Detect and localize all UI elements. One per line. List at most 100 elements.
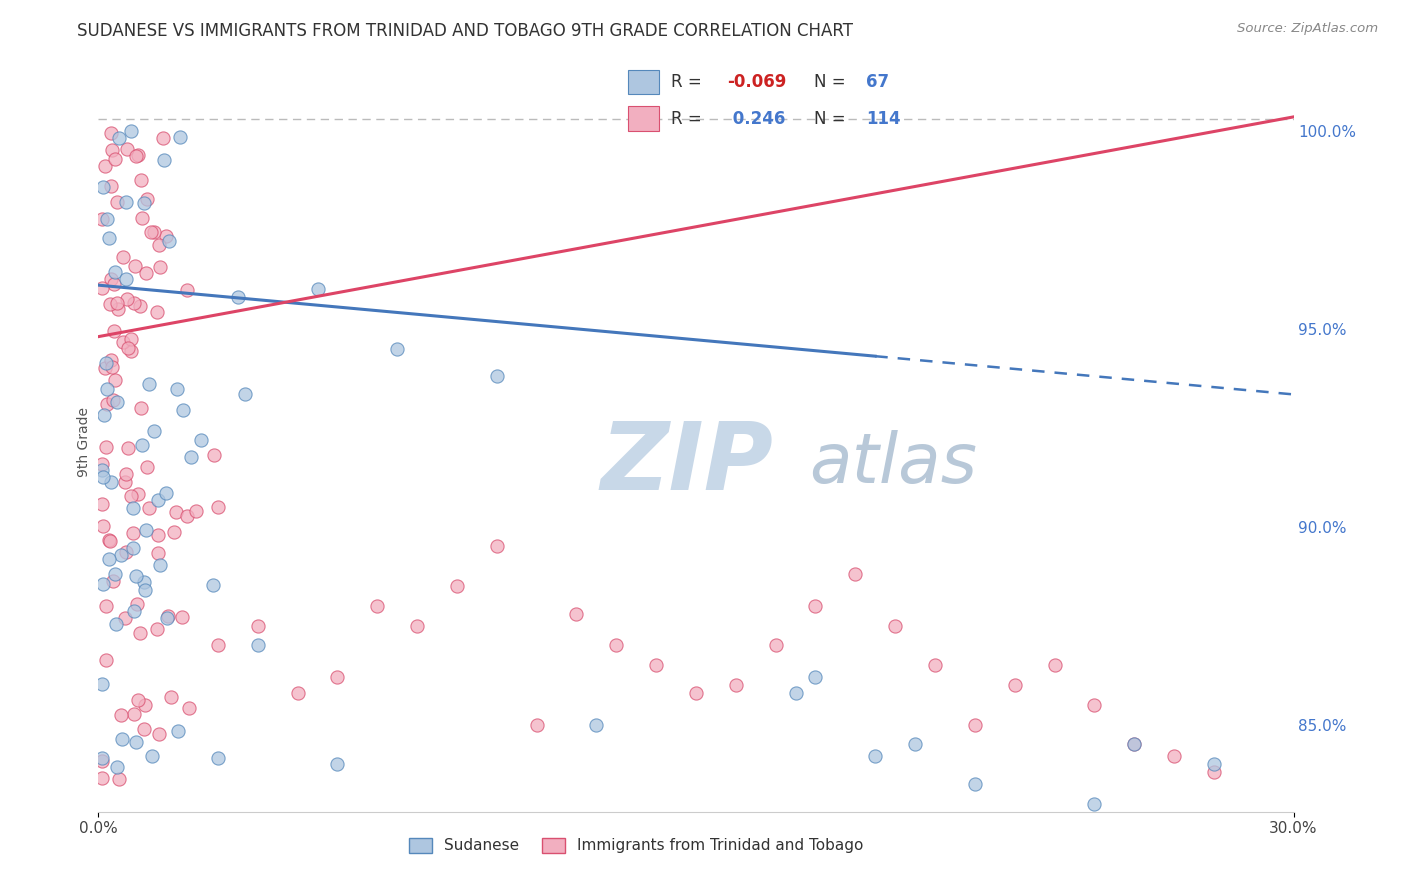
Point [91, 751, 114, 765]
Point [127, 148, 149, 162]
Point [91, 677, 114, 691]
Point [804, 599, 827, 613]
Point [724, 678, 747, 692]
Text: SUDANESE VS IMMIGRANTS FROM TRINIDAD AND TOBAGO 9TH GRADE CORRELATION CHART: SUDANESE VS IMMIGRANTS FROM TRINIDAD AND… [77, 22, 853, 40]
Point [169, 129, 191, 144]
Point [107, 296, 129, 310]
Point [165, 505, 187, 519]
Point [135, 266, 157, 280]
Point [148, 558, 170, 573]
Point [105, 760, 128, 774]
Point [115, 292, 138, 306]
Point [307, 282, 329, 296]
Point [157, 608, 180, 623]
Point [148, 527, 170, 541]
FancyBboxPatch shape [628, 106, 659, 130]
Point [963, 777, 986, 791]
Point [93, 519, 115, 533]
Point [844, 567, 866, 582]
Point [100, 475, 122, 490]
Point [963, 717, 986, 731]
Point [96, 653, 118, 667]
Point [125, 597, 148, 611]
Point [565, 607, 588, 621]
Point [446, 579, 468, 593]
Point [104, 616, 127, 631]
Point [149, 260, 172, 275]
Point [101, 574, 124, 588]
Point [485, 369, 508, 384]
Point [904, 738, 927, 752]
Point [156, 611, 179, 625]
Point [96, 397, 118, 411]
Point [115, 195, 138, 210]
Point [246, 618, 269, 632]
Point [114, 272, 136, 286]
Point [142, 424, 165, 438]
Point [246, 639, 269, 653]
Point [207, 750, 229, 764]
Point [91, 771, 114, 785]
Point [202, 448, 225, 462]
Point [101, 143, 124, 157]
Point [103, 152, 125, 166]
Point [233, 386, 256, 401]
Point [226, 290, 249, 304]
Point [100, 126, 122, 140]
Point [98, 297, 121, 311]
Point [98, 533, 121, 547]
Point [287, 686, 309, 700]
Point [108, 772, 131, 786]
Point [104, 566, 127, 581]
Point [142, 225, 165, 239]
Point [135, 523, 157, 537]
Point [585, 717, 607, 731]
Point [1083, 698, 1105, 712]
Point [104, 265, 127, 279]
Text: R =: R = [671, 110, 702, 128]
Text: Source: ZipAtlas.com: Source: ZipAtlas.com [1237, 22, 1378, 36]
Legend: Sudanese, Immigrants from Trinidad and Tobago: Sudanese, Immigrants from Trinidad and T… [402, 831, 870, 860]
Point [201, 578, 224, 592]
Point [94, 356, 117, 370]
Point [131, 401, 153, 415]
Point [138, 376, 160, 391]
Text: 0.246: 0.246 [727, 110, 786, 128]
Point [132, 575, 155, 590]
Point [105, 194, 128, 209]
Point [91, 576, 114, 591]
Point [105, 394, 128, 409]
Point [117, 441, 139, 455]
Point [148, 727, 170, 741]
Point [186, 504, 208, 518]
Text: 67: 67 [866, 73, 889, 91]
Point [134, 196, 156, 211]
Point [135, 192, 157, 206]
Point [526, 717, 548, 731]
Point [155, 485, 177, 500]
Point [134, 583, 156, 598]
Point [120, 332, 142, 346]
Point [125, 568, 148, 582]
Point [111, 731, 134, 746]
Point [141, 748, 163, 763]
Point [96, 382, 118, 396]
Point [146, 305, 169, 319]
Point [108, 131, 131, 145]
Point [125, 734, 148, 748]
Point [148, 237, 170, 252]
Point [152, 130, 174, 145]
Point [122, 526, 145, 541]
Point [121, 541, 143, 555]
Point [103, 393, 125, 408]
Point [131, 437, 153, 451]
Point [128, 626, 150, 640]
Point [91, 463, 114, 477]
Point [180, 450, 202, 464]
Point [167, 724, 190, 739]
Point [94, 440, 117, 454]
Point [132, 722, 155, 736]
Point [110, 548, 132, 562]
Point [136, 459, 159, 474]
Point [127, 693, 149, 707]
